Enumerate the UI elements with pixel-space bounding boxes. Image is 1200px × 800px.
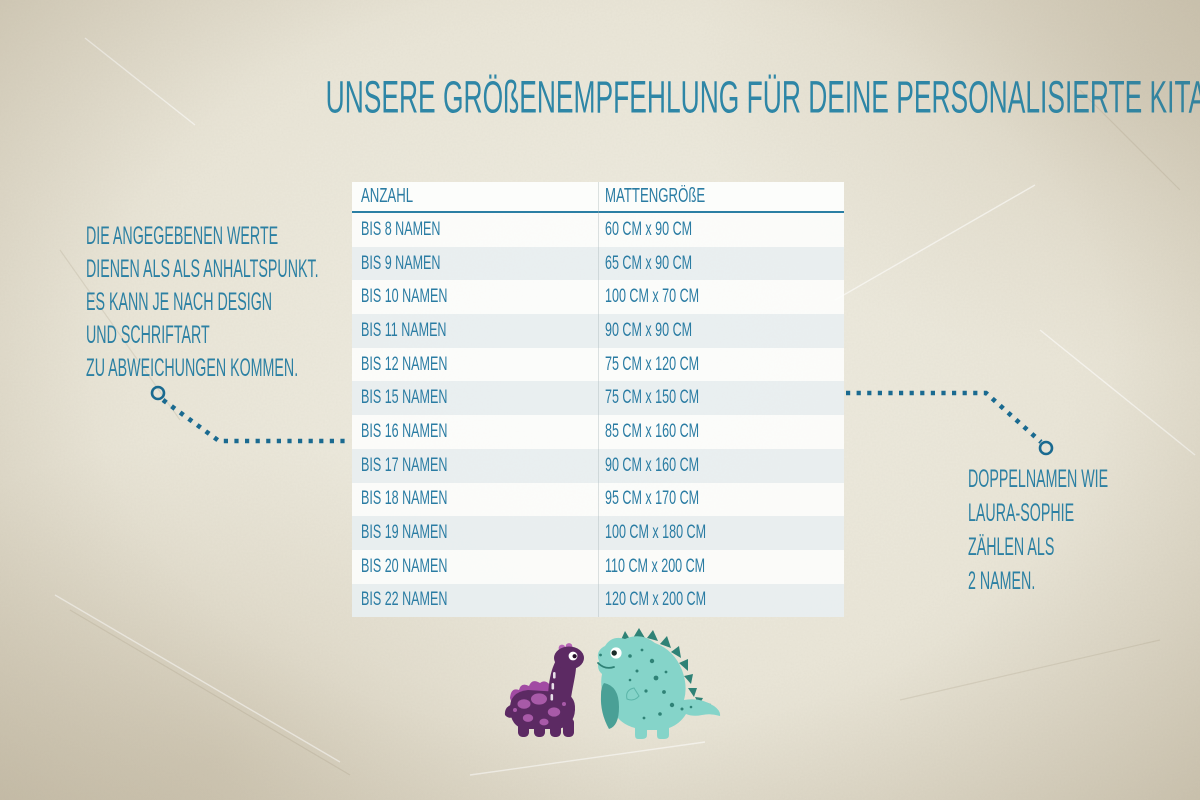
cell-groesse: 100 CM x 70 CM — [605, 286, 700, 308]
table-row: BIS 15 NAMEN 75 CM x 150 CM — [352, 381, 844, 416]
cell-groesse: 95 CM x 170 CM — [605, 488, 700, 510]
connector-dotted-left — [150, 385, 351, 444]
left-note: DIE ANGEGEBENEN WERTE DIENEN ALS ALS ANH… — [86, 220, 319, 385]
right-note-line: LAURA-SOPHIE — [968, 499, 1075, 527]
left-note-line: UND SCHRIFTART — [86, 321, 210, 349]
cell-anzahl: BIS 19 NAMEN — [361, 522, 448, 544]
cell-groesse: 65 CM x 90 CM — [605, 252, 693, 274]
cell-groesse: 90 CM x 90 CM — [605, 319, 693, 341]
cell-anzahl: BIS 22 NAMEN — [361, 589, 448, 611]
left-note-line: ES KANN JE NACH DESIGN — [86, 288, 273, 316]
header-anzahl: ANZAHL — [361, 185, 414, 207]
purple-brontosaurus-illustration — [504, 643, 584, 737]
table-row: BIS 12 NAMEN 75 CM x 120 CM — [352, 347, 844, 382]
right-note-line: DOPPELNAMEN WIE — [968, 465, 1109, 493]
left-note-line: DIE ANGEGEBENEN WERTE — [86, 222, 279, 250]
cell-anzahl: BIS 9 NAMEN — [361, 252, 441, 274]
table-row: BIS 16 NAMEN 85 CM x 160 CM — [352, 415, 844, 449]
right-note: DOPPELNAMEN WIE LAURA-SOPHIE ZÄHLEN ALS … — [968, 462, 1108, 598]
table-row: BIS 20 NAMEN 110 CM x 200 CM — [352, 549, 844, 584]
size-table: ANZAHL MATTENGRÖßE BIS 8 NAMEN 60 CM x 9… — [352, 182, 844, 618]
cell-anzahl: BIS 8 NAMEN — [361, 218, 441, 240]
cell-anzahl: BIS 15 NAMEN — [361, 387, 448, 409]
page-title-row: UNSERE GRÖßENEMPFEHLUNG FÜR DEINE PERSON… — [0, 72, 1200, 123]
left-note-line: ZU ABWEICHUNGEN KOMMEN. — [86, 354, 299, 382]
cell-groesse: 120 CM x 200 CM — [605, 589, 707, 611]
right-note-line: ZÄHLEN ALS — [968, 533, 1055, 561]
table-header-row: ANZAHL MATTENGRÖßE — [352, 182, 844, 213]
table-row: BIS 18 NAMEN 95 CM x 170 CM — [352, 482, 844, 517]
cell-anzahl: BIS 20 NAMEN — [361, 555, 448, 577]
cell-groesse: 100 CM x 180 CM — [605, 522, 707, 544]
table-row: BIS 8 NAMEN 60 CM x 90 CM — [352, 213, 844, 247]
table-row: BIS 11 NAMEN 90 CM x 90 CM — [352, 314, 844, 348]
cell-anzahl: BIS 18 NAMEN — [361, 488, 448, 510]
left-note-line: DIENEN ALS ALS ANHALTSPUNKT. — [86, 255, 319, 283]
cell-groesse: 75 CM x 120 CM — [605, 353, 700, 375]
cell-anzahl: BIS 12 NAMEN — [361, 353, 448, 375]
right-note-line: 2 NAMEN. — [968, 567, 1036, 595]
cell-groesse: 60 CM x 90 CM — [605, 218, 693, 240]
table-row: BIS 19 NAMEN 100 CM x 180 CM — [352, 516, 844, 550]
table-column-divider — [598, 182, 599, 618]
table-row: BIS 22 NAMEN 120 CM x 200 CM — [352, 583, 844, 618]
cell-groesse: 90 CM x 160 CM — [605, 454, 700, 476]
page-title: UNSERE GRÖßENEMPFEHLUNG FÜR DEINE PERSON… — [325, 72, 1200, 123]
table-row: BIS 17 NAMEN 90 CM x 160 CM — [352, 448, 844, 483]
cell-anzahl: BIS 11 NAMEN — [361, 319, 447, 341]
connector-dotted-right — [846, 390, 1054, 456]
teal-t-rex-illustration — [597, 628, 721, 739]
cell-anzahl: BIS 17 NAMEN — [361, 454, 448, 476]
cell-groesse: 110 CM x 200 CM — [605, 555, 706, 577]
cell-anzahl: BIS 16 NAMEN — [361, 420, 448, 442]
table-row: BIS 10 NAMEN 100 CM x 70 CM — [352, 280, 844, 315]
cell-anzahl: BIS 10 NAMEN — [361, 286, 448, 308]
cell-groesse: 75 CM x 150 CM — [605, 387, 700, 409]
cell-groesse: 85 CM x 160 CM — [605, 420, 700, 442]
table-row: BIS 9 NAMEN 65 CM x 90 CM — [352, 246, 844, 281]
header-mattengroesse: MATTENGRÖßE — [605, 185, 706, 207]
